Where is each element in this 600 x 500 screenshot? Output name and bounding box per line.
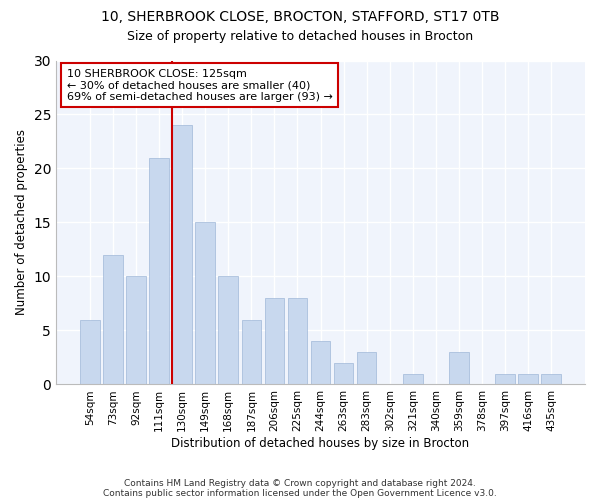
Bar: [403, 374, 422, 384]
Bar: [265, 298, 284, 384]
Bar: [80, 320, 100, 384]
Bar: [196, 222, 215, 384]
Bar: [149, 158, 169, 384]
Bar: [218, 276, 238, 384]
Bar: [103, 255, 123, 384]
Bar: [518, 374, 538, 384]
Bar: [172, 126, 192, 384]
Y-axis label: Number of detached properties: Number of detached properties: [15, 130, 28, 316]
Text: Contains public sector information licensed under the Open Government Licence v3: Contains public sector information licen…: [103, 488, 497, 498]
Bar: [541, 374, 561, 384]
Text: Size of property relative to detached houses in Brocton: Size of property relative to detached ho…: [127, 30, 473, 43]
Bar: [287, 298, 307, 384]
Bar: [311, 342, 331, 384]
Text: 10 SHERBROOK CLOSE: 125sqm
← 30% of detached houses are smaller (40)
69% of semi: 10 SHERBROOK CLOSE: 125sqm ← 30% of deta…: [67, 68, 332, 102]
Bar: [495, 374, 515, 384]
Bar: [126, 276, 146, 384]
Bar: [357, 352, 376, 384]
Text: 10, SHERBROOK CLOSE, BROCTON, STAFFORD, ST17 0TB: 10, SHERBROOK CLOSE, BROCTON, STAFFORD, …: [101, 10, 499, 24]
Text: Contains HM Land Registry data © Crown copyright and database right 2024.: Contains HM Land Registry data © Crown c…: [124, 478, 476, 488]
Bar: [242, 320, 261, 384]
Bar: [334, 363, 353, 384]
Bar: [449, 352, 469, 384]
X-axis label: Distribution of detached houses by size in Brocton: Distribution of detached houses by size …: [172, 437, 470, 450]
